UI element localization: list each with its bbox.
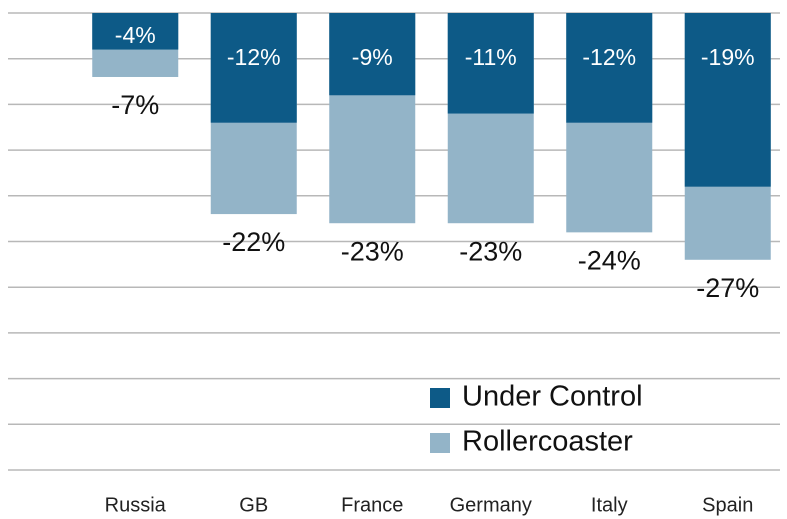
data-label: -12% [227,44,281,70]
data-label: -4% [115,22,156,48]
bar [447,13,534,114]
legend-swatch [430,433,450,453]
bar [329,13,416,96]
data-label: -27% [696,273,759,303]
bar [566,13,653,123]
x-tick-label: Russia [105,494,167,516]
data-label: -7% [111,90,159,120]
legend-swatch [430,388,450,408]
data-label: -22% [222,227,285,257]
x-tick-label: Germany [450,494,532,516]
x-tick-label: France [341,494,403,516]
data-label: -19% [701,44,755,70]
bar [210,13,297,123]
data-label: -9% [352,44,393,70]
data-label: -11% [465,44,517,70]
legend-label: Under Control [462,381,643,413]
data-label: -23% [459,236,522,266]
x-tick-label: Spain [702,494,753,516]
data-label: -12% [582,44,636,70]
bar [92,13,179,50]
data-label: -24% [578,245,641,275]
x-tick-label: Italy [591,494,628,516]
data-label: -23% [341,236,404,266]
legend-label: Rollercoaster [462,426,633,458]
x-tick-label: GB [239,494,268,516]
bar [684,13,771,187]
